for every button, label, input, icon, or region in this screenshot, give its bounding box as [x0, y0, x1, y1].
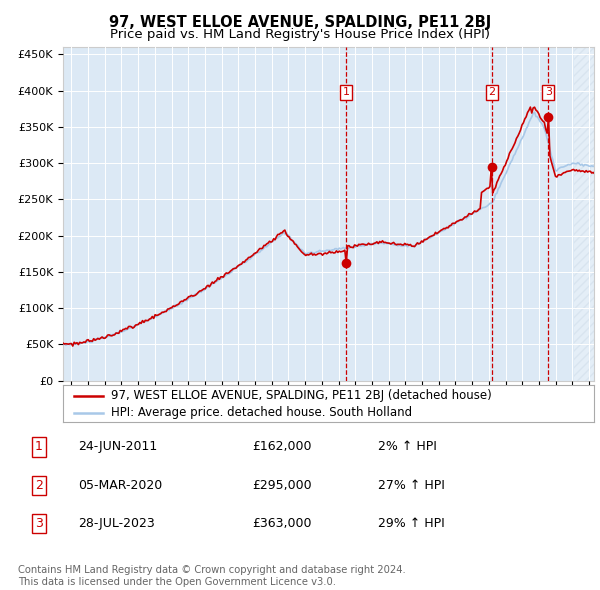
- Text: 97, WEST ELLOE AVENUE, SPALDING, PE11 2BJ: 97, WEST ELLOE AVENUE, SPALDING, PE11 2B…: [109, 15, 491, 30]
- Text: £295,000: £295,000: [252, 478, 311, 492]
- Text: 27% ↑ HPI: 27% ↑ HPI: [378, 478, 445, 492]
- Text: 1: 1: [343, 87, 350, 97]
- Text: £162,000: £162,000: [252, 440, 311, 454]
- Text: Contains HM Land Registry data © Crown copyright and database right 2024.
This d: Contains HM Land Registry data © Crown c…: [18, 565, 406, 587]
- Text: 05-MAR-2020: 05-MAR-2020: [78, 478, 162, 492]
- Text: 1: 1: [35, 440, 43, 454]
- Text: 29% ↑ HPI: 29% ↑ HPI: [378, 517, 445, 530]
- Text: 24-JUN-2011: 24-JUN-2011: [78, 440, 157, 454]
- Text: 3: 3: [545, 87, 552, 97]
- Text: 2% ↑ HPI: 2% ↑ HPI: [378, 440, 437, 454]
- Text: 97, WEST ELLOE AVENUE, SPALDING, PE11 2BJ (detached house): 97, WEST ELLOE AVENUE, SPALDING, PE11 2B…: [111, 389, 491, 402]
- Text: HPI: Average price. detached house. South Holland: HPI: Average price. detached house. Sout…: [111, 406, 412, 419]
- Text: Price paid vs. HM Land Registry's House Price Index (HPI): Price paid vs. HM Land Registry's House …: [110, 28, 490, 41]
- Text: 3: 3: [35, 517, 43, 530]
- Text: 28-JUL-2023: 28-JUL-2023: [78, 517, 155, 530]
- Text: £363,000: £363,000: [252, 517, 311, 530]
- Text: 2: 2: [35, 478, 43, 492]
- Text: 2: 2: [488, 87, 495, 97]
